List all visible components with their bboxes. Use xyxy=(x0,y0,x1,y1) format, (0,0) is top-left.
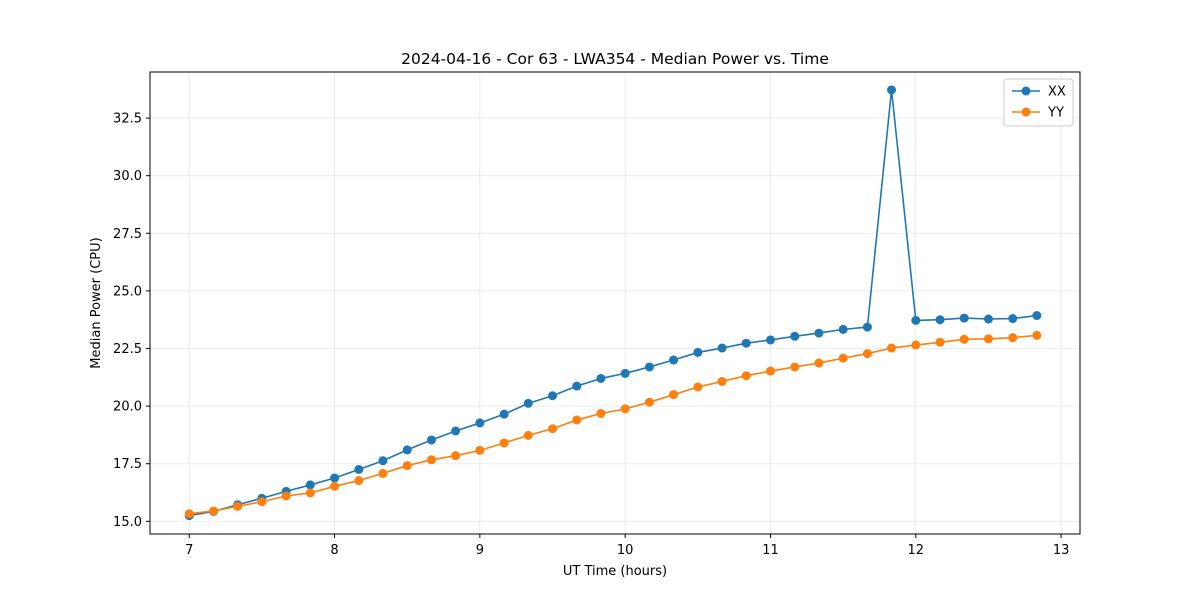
data-point-xx xyxy=(402,445,412,455)
legend-item-yy: YY xyxy=(1012,106,1064,121)
legend-marker-yy xyxy=(1021,107,1031,117)
legend-marker-xx xyxy=(1021,86,1031,96)
data-point-xx xyxy=(305,480,315,490)
data-point-yy xyxy=(717,376,727,386)
data-point-xx xyxy=(644,362,654,372)
data-point-xx xyxy=(1008,314,1018,324)
data-point-yy xyxy=(523,430,533,440)
data-point-yy xyxy=(790,362,800,372)
data-point-yy xyxy=(983,334,993,344)
x-tick-label: 11 xyxy=(762,543,779,558)
chart-title: 2024-04-16 - Cor 63 - LWA354 - Median Po… xyxy=(401,50,829,68)
data-point-xx xyxy=(354,464,364,474)
data-point-yy xyxy=(959,334,969,344)
axis-ticks: 7 8 9 10 11 12 13 15.0 17.5 20.0 22.5 25.0 27.5 30.0 3… xyxy=(113,112,1069,558)
data-point-yy xyxy=(305,488,315,498)
data-point-yy xyxy=(862,349,872,359)
x-axis-label: UT Time (hours) xyxy=(563,564,667,579)
data-point-yy xyxy=(475,445,485,455)
data-point-yy xyxy=(765,366,775,376)
data-point-xx xyxy=(983,314,993,324)
x-tick-label: 9 xyxy=(476,543,484,558)
data-point-yy xyxy=(1032,330,1042,340)
data-point-xx xyxy=(669,355,679,365)
data-point-xx xyxy=(330,473,340,483)
y-tick-label: 20.0 xyxy=(113,400,142,415)
data-point-xx xyxy=(765,335,775,345)
y-tick-label: 22.5 xyxy=(113,342,142,357)
data-point-xx xyxy=(475,418,485,428)
data-point-yy xyxy=(814,358,824,368)
data-point-yy xyxy=(354,476,364,486)
legend: XX YY xyxy=(1003,78,1074,127)
data-point-xx xyxy=(693,347,703,357)
data-point-xx xyxy=(814,328,824,338)
data-point-yy xyxy=(378,468,388,478)
data-point-yy xyxy=(184,509,194,519)
y-tick-label: 27.5 xyxy=(113,227,142,242)
data-point-xx xyxy=(838,324,848,334)
x-tick-label: 13 xyxy=(1053,543,1070,558)
data-point-yy xyxy=(669,390,679,400)
data-point-xx xyxy=(378,456,388,466)
data-point-xx xyxy=(790,331,800,341)
data-point-xx xyxy=(887,85,897,95)
data-point-xx xyxy=(620,368,630,378)
legend-item-xx: XX xyxy=(1012,85,1066,100)
data-point-xx xyxy=(548,391,558,401)
data-point-yy xyxy=(402,461,412,471)
data-point-xx xyxy=(959,313,969,323)
data-point-xx xyxy=(862,322,872,332)
y-tick-label: 32.5 xyxy=(113,112,142,127)
data-point-xx xyxy=(935,315,945,325)
x-tick-label: 8 xyxy=(330,543,338,558)
data-point-yy xyxy=(209,506,219,516)
data-point-yy xyxy=(499,438,509,448)
data-point-yy xyxy=(233,501,243,511)
data-point-yy xyxy=(644,397,654,407)
data-point-xx xyxy=(596,373,606,383)
data-point-xx xyxy=(717,343,727,353)
data-point-xx xyxy=(451,426,461,436)
legend-label-yy: YY xyxy=(1047,106,1064,121)
data-point-yy xyxy=(548,424,558,434)
x-tick-label: 10 xyxy=(617,543,634,558)
y-tick-label: 15.0 xyxy=(113,515,142,530)
data-point-xx xyxy=(741,338,751,348)
data-point-xx xyxy=(1032,311,1042,321)
y-tick-label: 25.0 xyxy=(113,284,142,299)
data-point-yy xyxy=(451,451,461,461)
data-point-yy xyxy=(1008,333,1018,343)
data-point-yy xyxy=(838,353,848,363)
data-point-yy xyxy=(330,481,340,491)
x-tick-label: 12 xyxy=(908,543,925,558)
data-point-xx xyxy=(499,409,509,419)
data-point-xx xyxy=(911,315,921,325)
data-point-xx xyxy=(426,435,436,445)
grid-lines xyxy=(150,72,1080,534)
series-yy xyxy=(184,330,1042,519)
data-point-xx xyxy=(572,381,582,391)
data-point-yy xyxy=(281,491,291,501)
x-tick-label: 7 xyxy=(185,543,193,558)
data-point-yy xyxy=(596,408,606,418)
y-tick-label: 30.0 xyxy=(113,169,142,184)
data-point-xx xyxy=(523,398,533,408)
data-point-yy xyxy=(426,455,436,465)
legend-label-xx: XX xyxy=(1048,85,1066,100)
plot-area-frame xyxy=(149,71,1081,535)
data-point-yy xyxy=(935,337,945,347)
data-point-yy xyxy=(693,382,703,392)
data-point-yy xyxy=(911,340,921,350)
data-point-yy xyxy=(572,415,582,425)
data-point-yy xyxy=(257,497,267,507)
data-point-yy xyxy=(887,343,897,353)
data-point-yy xyxy=(620,404,630,414)
y-tick-label: 17.5 xyxy=(113,457,142,472)
series-layer xyxy=(184,85,1042,521)
y-axis-label: Median Power (CPU) xyxy=(89,237,104,368)
data-point-yy xyxy=(741,371,751,381)
